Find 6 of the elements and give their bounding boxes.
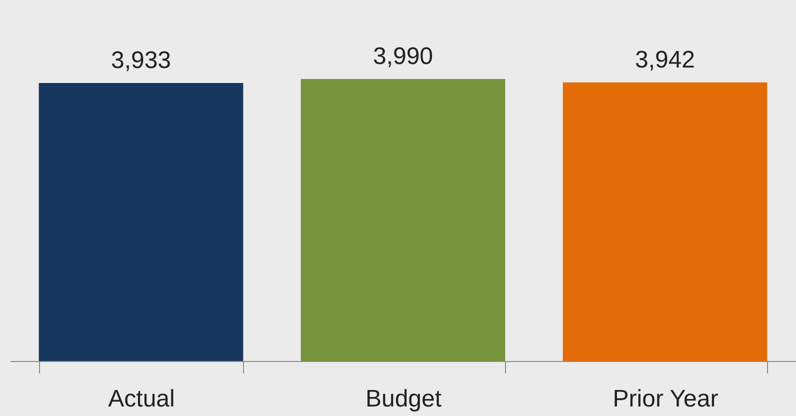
data-label: 3,990 (372, 43, 434, 70)
data-label: 3,933 (110, 47, 172, 74)
data-label: 3,942 (634, 46, 696, 74)
x-tick-label: Actual (108, 386, 175, 412)
x-tick-label: Budget (365, 386, 442, 412)
x-tick-label: Prior Year (612, 386, 718, 412)
